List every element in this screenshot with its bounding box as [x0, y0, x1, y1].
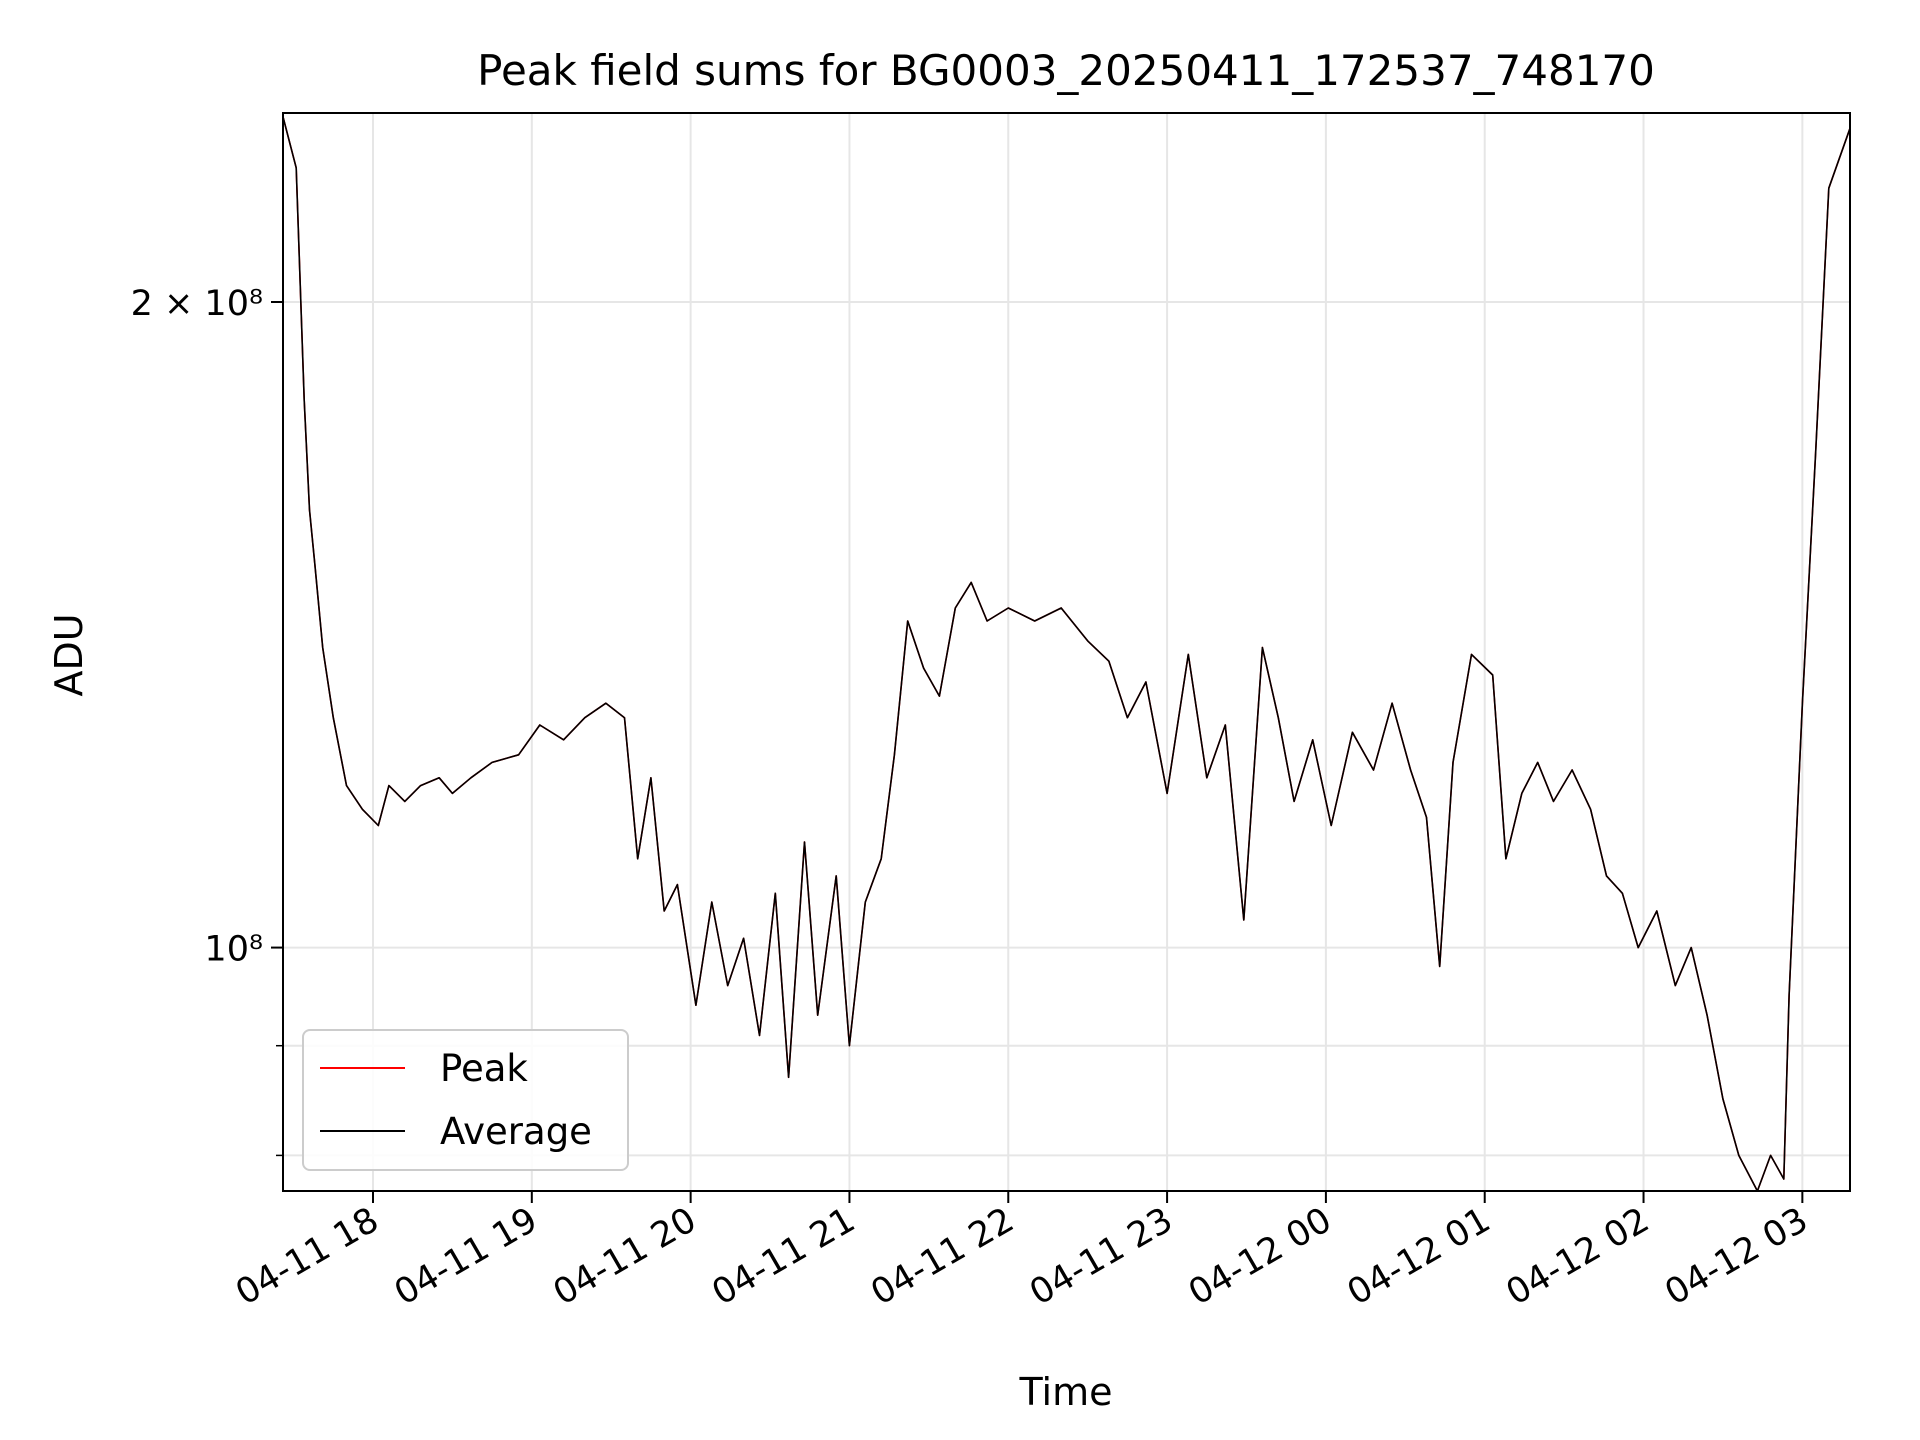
x-tick-label: 04-11 19: [388, 1200, 544, 1313]
series-line-average: [282, 116, 1851, 1192]
x-axis-label: Time: [1019, 1370, 1113, 1414]
y-tick-label: 2 × 10⁸: [131, 284, 263, 324]
legend-label-peak: Peak: [440, 1047, 528, 1090]
x-tick-label: 04-12 03: [1659, 1200, 1815, 1313]
x-tick-label: 04-11 21: [706, 1200, 862, 1313]
legend-box: [302, 1029, 629, 1171]
series-group: [282, 116, 1851, 1192]
x-tick-label: 04-12 00: [1182, 1200, 1338, 1313]
gridlines: [283, 113, 1850, 1191]
x-tick-label: 04-11 23: [1023, 1200, 1179, 1313]
y-tick-label: 10⁸: [204, 930, 263, 970]
chart-title: Peak field sums for BG0003_20250411_1725…: [477, 46, 1655, 95]
x-tick-label: 04-12 02: [1500, 1200, 1656, 1313]
plot-area-frame: [282, 112, 1851, 1192]
y-axis-label: ADU: [47, 613, 91, 696]
x-tick-label: 04-12 01: [1341, 1200, 1497, 1313]
legend-label-average: Average: [440, 1110, 592, 1153]
x-tick-label: 04-11 20: [547, 1200, 703, 1313]
x-tick-label: 04-11 22: [864, 1200, 1020, 1313]
legend: Peak Average: [302, 1029, 629, 1171]
x-tick-label: 04-11 18: [229, 1200, 385, 1313]
